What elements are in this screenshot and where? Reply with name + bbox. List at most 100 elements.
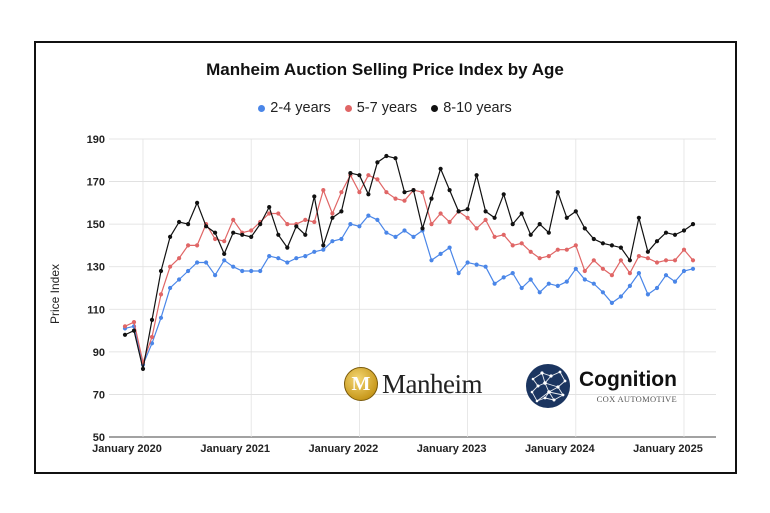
x-tick-label-0: January 2020 — [92, 443, 162, 455]
point-2-4-years-9 — [204, 260, 209, 265]
point-2-4-years-22 — [321, 247, 326, 252]
point-8-10-years-61 — [672, 232, 678, 237]
point-8-10-years-60 — [663, 230, 669, 235]
point-2-4-years-16 — [267, 254, 272, 259]
point-2-4-years-35 — [438, 251, 443, 256]
point-8-10-years-38 — [465, 207, 470, 212]
point-5-7-years-8 — [195, 243, 200, 248]
point-5-7-years-21 — [312, 219, 317, 225]
chart-legend: 2-4 years 5-7 years 8-10 years — [0, 100, 770, 116]
point-8-10-years-4 — [158, 268, 164, 274]
cognition-text-block: Cognition COX AUTOMOTIVE — [579, 367, 677, 404]
point-5-7-years-35 — [438, 211, 443, 216]
point-2-4-years-57 — [636, 271, 642, 276]
point-8-10-years-9 — [204, 224, 209, 229]
point-5-7-years-28 — [375, 177, 380, 182]
y-tick-label-190: 190 — [87, 134, 105, 146]
manheim-wordmark: Manheim — [382, 368, 482, 399]
point-5-7-years-11 — [222, 239, 227, 244]
point-8-10-years-44 — [519, 211, 524, 216]
point-5-7-years-10 — [213, 236, 218, 242]
point-5-7-years-60 — [663, 258, 669, 263]
point-5-7-years-44 — [519, 241, 524, 246]
point-5-7-years-47 — [546, 254, 551, 259]
point-2-4-years-36 — [447, 245, 452, 250]
series-line-2-4-years — [124, 214, 694, 367]
point-2-4-years-12 — [231, 264, 236, 269]
point-5-7-years-48 — [555, 247, 560, 252]
point-8-10-years-46 — [537, 222, 542, 227]
point-8-10-years-36 — [447, 188, 452, 193]
cognition-globe-icon — [526, 364, 570, 408]
point-2-4-years-58 — [645, 292, 651, 297]
point-8-10-years-8 — [195, 200, 200, 205]
point-5-7-years-46 — [537, 256, 542, 261]
point-2-4-years-3 — [149, 341, 155, 346]
point-8-10-years-29 — [384, 153, 389, 159]
point-5-7-years-45 — [528, 249, 533, 254]
point-2-4-years-34 — [429, 258, 434, 263]
cognition-subtitle: COX AUTOMOTIVE — [596, 393, 677, 404]
point-2-4-years-19 — [294, 256, 299, 261]
point-5-7-years-58 — [645, 256, 651, 261]
point-2-4-years-17 — [276, 256, 281, 261]
point-8-10-years-28 — [375, 160, 380, 165]
point-8-10-years-3 — [149, 317, 155, 322]
point-5-7-years-16 — [267, 211, 272, 216]
point-8-10-years-54 — [609, 243, 615, 248]
point-2-4-years-52 — [591, 281, 596, 286]
legend-label-8-10-years: 8-10 years — [443, 100, 512, 116]
point-8-10-years-51 — [582, 226, 587, 231]
chart-title: Manheim Auction Selling Price Index by A… — [206, 60, 564, 79]
point-5-7-years-18 — [285, 222, 290, 227]
manheim-logo: M Manheim — [344, 367, 482, 401]
point-2-4-years-20 — [303, 254, 308, 259]
y-tick-label-110: 110 — [87, 304, 105, 316]
point-2-4-years-27 — [366, 213, 371, 218]
point-2-4-years-28 — [375, 217, 380, 222]
point-5-7-years-52 — [591, 258, 596, 263]
point-2-4-years-23 — [330, 239, 335, 244]
point-2-4-years-49 — [564, 279, 569, 284]
point-2-4-years-60 — [663, 273, 669, 278]
point-2-4-years-40 — [483, 264, 488, 269]
point-2-4-years-29 — [384, 230, 389, 235]
y-tick-label-130: 130 — [87, 262, 105, 274]
legend-item-2-4-years: 2-4 years — [258, 100, 331, 116]
point-8-10-years-2 — [140, 366, 146, 371]
point-8-10-years-57 — [636, 215, 642, 220]
point-8-10-years-53 — [600, 241, 606, 246]
point-5-7-years-41 — [492, 234, 497, 239]
point-5-7-years-27 — [366, 173, 371, 178]
cognition-logo: Cognition COX AUTOMOTIVE — [525, 363, 677, 409]
point-5-7-years-12 — [231, 217, 236, 222]
point-8-10-years-11 — [222, 251, 227, 256]
point-5-7-years-33 — [420, 190, 425, 195]
point-8-10-years-55 — [618, 245, 624, 250]
legend-marker-2-4-years — [258, 104, 266, 112]
point-2-4-years-62 — [681, 268, 687, 274]
point-2-4-years-48 — [555, 283, 560, 288]
point-5-7-years-3 — [149, 334, 155, 340]
point-2-4-years-37 — [456, 271, 461, 276]
legend-label-5-7-years: 5-7 years — [356, 100, 418, 116]
point-5-7-years-17 — [276, 211, 281, 216]
point-2-4-years-25 — [348, 222, 353, 227]
point-2-4-years-38 — [465, 260, 470, 265]
point-8-10-years-48 — [555, 190, 560, 195]
point-5-7-years-22 — [321, 188, 326, 193]
point-2-4-years-55 — [618, 294, 624, 299]
manheim-badge-icon: M — [344, 367, 378, 401]
point-2-4-years-11 — [222, 258, 227, 263]
point-8-10-years-1 — [131, 328, 137, 333]
point-8-10-years-39 — [474, 173, 479, 178]
x-tick-label-1: January 2021 — [200, 443, 270, 455]
point-8-10-years-13 — [240, 232, 245, 237]
point-8-10-years-62 — [681, 228, 687, 233]
point-5-7-years-24 — [339, 190, 344, 195]
point-2-4-years-54 — [609, 300, 615, 305]
point-8-10-years-45 — [528, 232, 533, 237]
point-5-7-years-23 — [330, 211, 335, 216]
cognition-wordmark: Cognition — [579, 367, 677, 391]
